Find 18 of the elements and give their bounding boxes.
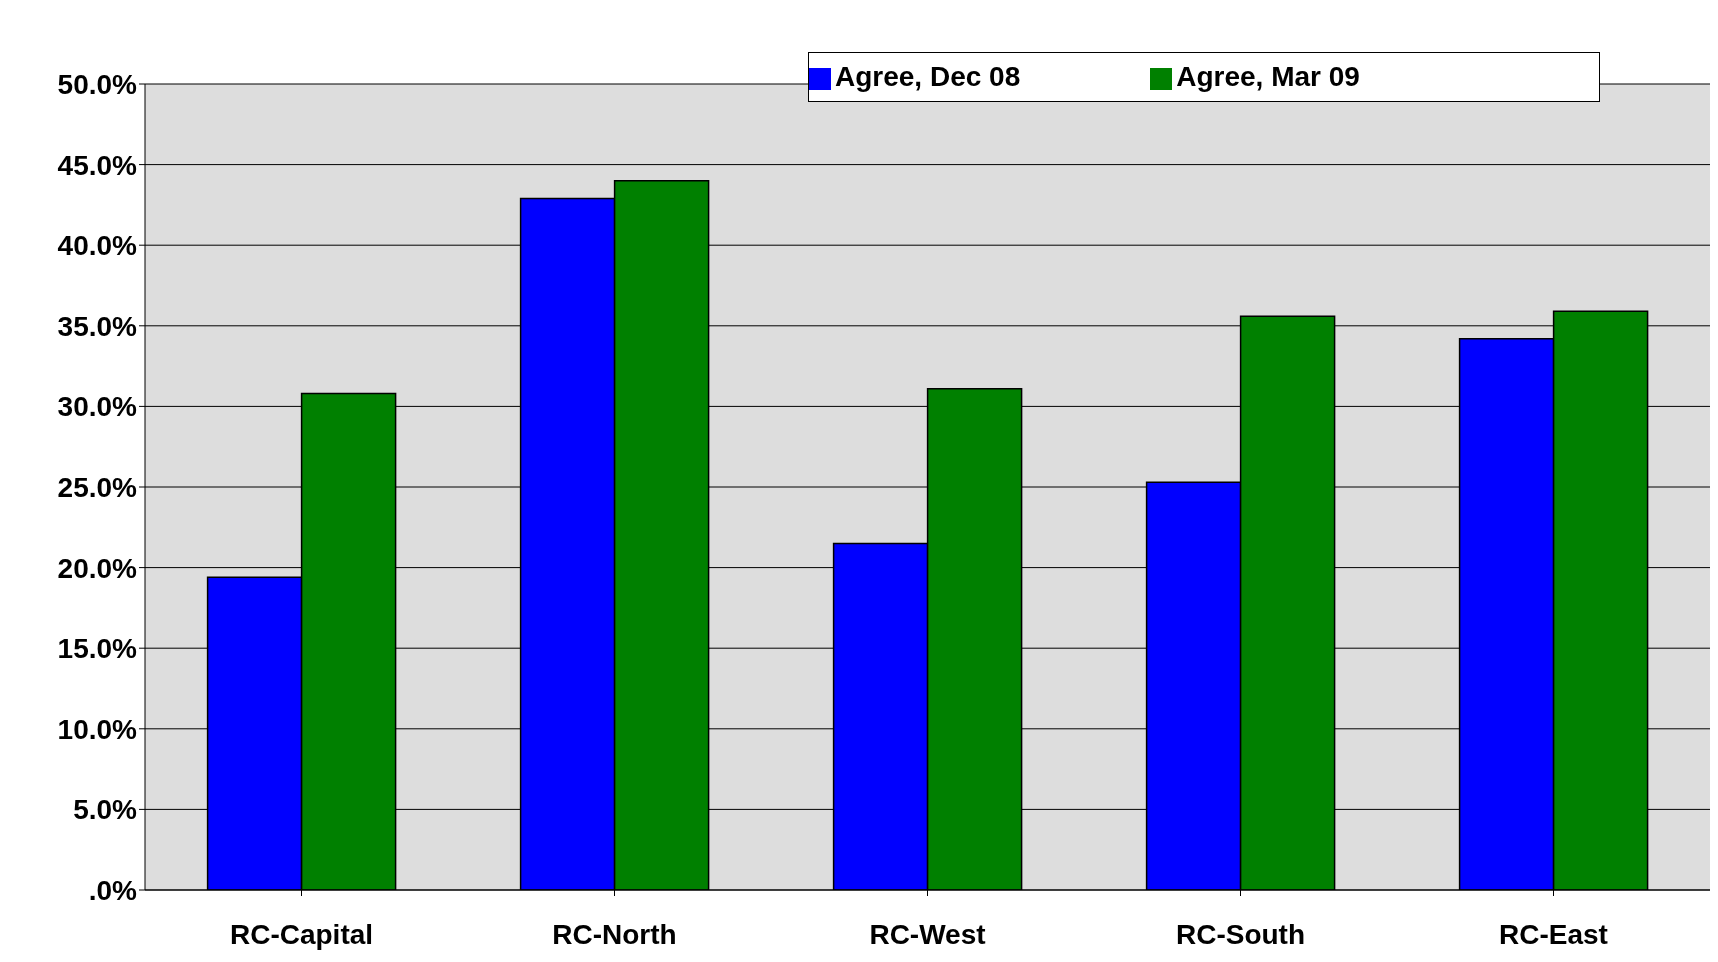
x-tick-label: RC-East (1499, 918, 1608, 950)
legend-label: Agree, Dec 08 (835, 61, 1021, 92)
y-tick-label: 30.0% (57, 391, 138, 423)
legend-label: Agree, Mar 09 (1176, 61, 1360, 92)
y-tick-label: 35.0% (57, 310, 138, 342)
y-tick-label: 10.0% (57, 713, 138, 745)
y-tick-label: 20.0% (57, 552, 138, 584)
y-tick-label: .0% (88, 874, 138, 906)
y-tick-label: 15.0% (57, 633, 138, 665)
y-tick-label: 45.0% (57, 149, 138, 181)
y-tick-label: 40.0% (57, 230, 138, 262)
y-tick-label: 5.0% (73, 794, 138, 826)
y-tick-label: 25.0% (57, 471, 138, 503)
x-tick-label: RC-North (552, 918, 677, 950)
x-tick-label: RC-Capital (229, 918, 374, 950)
x-tick-label: RC-West (869, 918, 986, 950)
y-tick-label: 50.0% (57, 68, 138, 100)
x-tick-label: RC-South (1175, 918, 1306, 950)
